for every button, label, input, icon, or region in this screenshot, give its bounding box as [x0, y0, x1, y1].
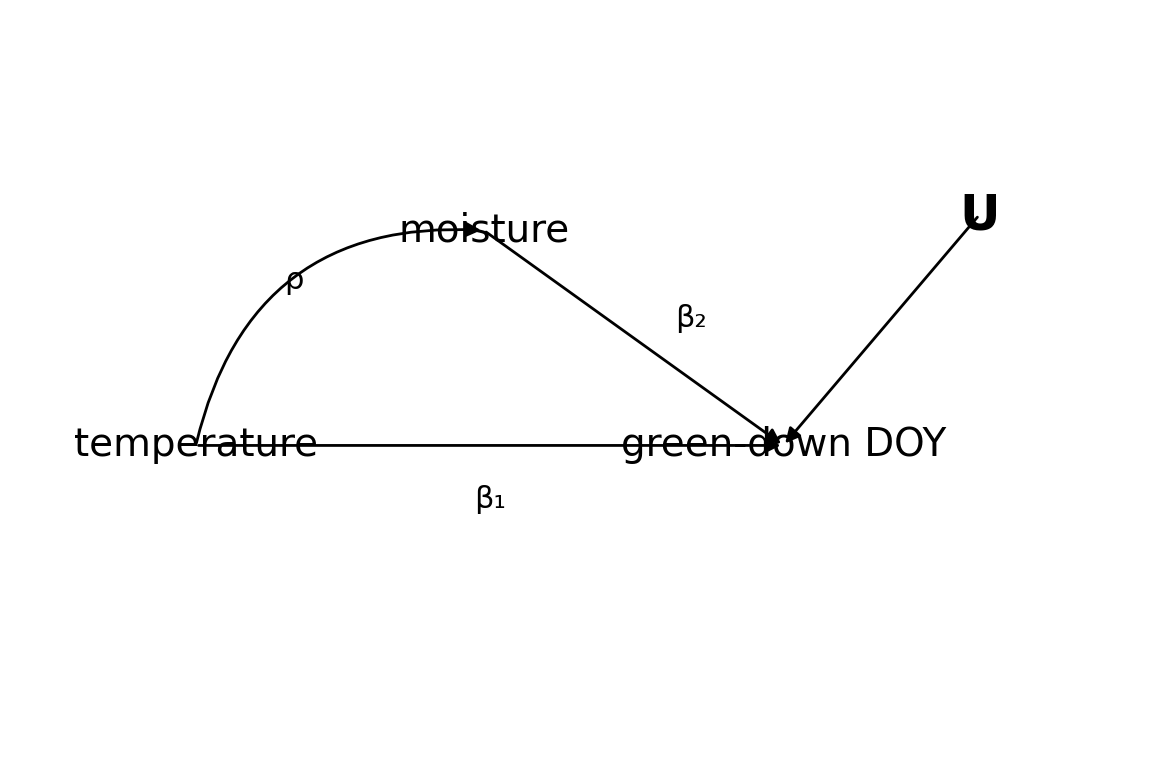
Text: β₂: β₂	[675, 304, 707, 333]
FancyArrowPatch shape	[197, 223, 478, 442]
FancyArrowPatch shape	[787, 217, 977, 441]
Text: U: U	[958, 191, 1000, 239]
Text: moisture: moisture	[399, 211, 569, 250]
Text: ρ: ρ	[285, 266, 303, 295]
Text: β₁: β₁	[473, 485, 506, 514]
Text: temperature: temperature	[74, 426, 318, 465]
FancyArrowPatch shape	[486, 232, 779, 442]
FancyArrowPatch shape	[198, 439, 778, 452]
Text: green-down DOY: green-down DOY	[621, 426, 946, 465]
